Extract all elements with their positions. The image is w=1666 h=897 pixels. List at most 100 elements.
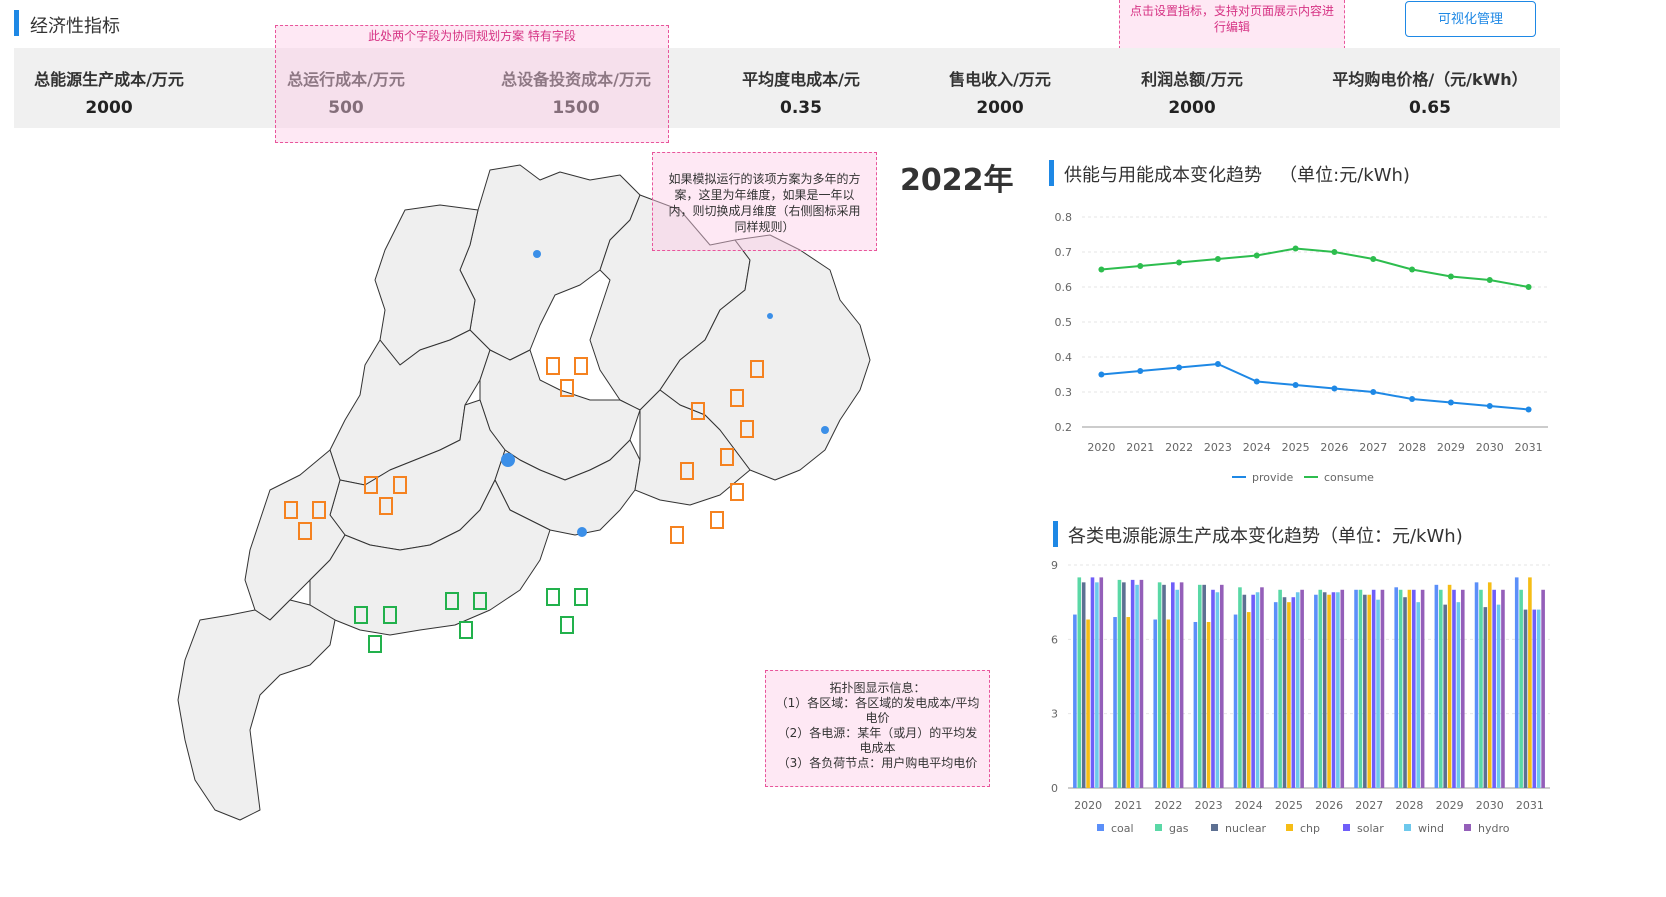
green-power-markers <box>354 588 588 653</box>
y-tick-label: 0.7 <box>1055 246 1073 259</box>
power-marker <box>574 357 588 375</box>
metric-value: 2000 <box>85 98 133 118</box>
data-point-provide <box>1098 371 1105 378</box>
load-node <box>767 313 773 319</box>
bar-hydro <box>1501 589 1505 788</box>
data-point-provide <box>1447 399 1454 406</box>
bar-chp <box>1367 594 1372 788</box>
bar-gas <box>1278 589 1282 788</box>
data-point-consume <box>1486 277 1493 283</box>
metric-label: 售电收入/万元 <box>949 70 1051 89</box>
bar-hydro <box>1340 589 1345 788</box>
legend-label-wind: wind <box>1418 822 1444 835</box>
legend-label-solar: solar <box>1357 822 1384 835</box>
visualization-manage-button[interactable]: 可视化管理 <box>1405 1 1536 37</box>
x-tick-label: 2030 <box>1476 441 1504 454</box>
x-tick-label: 2030 <box>1476 799 1504 812</box>
bar-gas <box>1318 589 1323 788</box>
power-marker <box>298 522 312 540</box>
series-line-consume <box>1101 247 1529 288</box>
bar-solar <box>1090 577 1095 788</box>
x-tick-label: 2025 <box>1282 441 1310 454</box>
power-marker <box>368 635 382 653</box>
bar-wind <box>1175 589 1180 788</box>
bar-solar <box>1211 589 1215 788</box>
data-point-provide <box>1292 382 1299 388</box>
bar-wind <box>1456 602 1461 788</box>
data-point-consume <box>1409 266 1416 273</box>
data-point-consume <box>1370 256 1377 262</box>
map-region-southeast <box>634 389 751 506</box>
bar-hydro <box>1219 584 1224 788</box>
bar-coal <box>1113 617 1117 788</box>
power-marker <box>691 402 705 420</box>
metric-value: 0.65 <box>1409 98 1451 118</box>
y-tick-label: 0.4 <box>1055 351 1073 364</box>
power-marker <box>312 501 326 519</box>
power-marker <box>710 511 724 529</box>
data-point-provide <box>1214 361 1221 367</box>
bar-nuclear <box>1443 604 1447 788</box>
legend-swatch-solar <box>1343 824 1350 831</box>
metric-value: 1500 <box>552 98 600 118</box>
data-point-provide <box>1486 403 1493 409</box>
load-node <box>533 250 541 258</box>
metric-total-energy-cost: 总能源生产成本/万元 2000 <box>14 48 204 128</box>
legend-label-hydro: hydro <box>1478 822 1510 835</box>
topo-note-line-3: （3）各负荷节点：用户购电平均电价 <box>777 756 978 770</box>
bar-chp <box>1086 619 1090 788</box>
bar-coal <box>1233 614 1238 788</box>
bar-wind <box>1416 602 1421 788</box>
page-title: 经济性指标 <box>30 16 120 37</box>
bar-nuclear <box>1081 582 1086 788</box>
x-tick-label: 2021 <box>1126 441 1154 454</box>
metric-label: 平均度电成本/元 <box>742 70 860 89</box>
bar-nuclear <box>1363 594 1367 788</box>
bar-solar <box>1251 594 1255 788</box>
settings-note: 点击设置指标，支持对页面展示内容进行编辑 <box>1119 0 1345 49</box>
cost-trend-line-chart: 0.2 0.3 0.4 0.5 0.6 0.7 0.8 2020 2021 2022 2023 202… <box>1055 211 1548 484</box>
legend-label-chp: chp <box>1300 822 1320 835</box>
load-node <box>501 453 515 467</box>
legend-label-provide: provide <box>1252 471 1294 484</box>
metric-value: 500 <box>328 98 364 118</box>
metric-avg-purchase-price: 平均购电价格/（元/kWh） 0.65 <box>1320 48 1540 128</box>
bar-coal <box>1434 584 1439 788</box>
metric-total-equipment-investment: 总设备投资成本/万元 1500 <box>486 48 666 128</box>
bar-wind <box>1255 592 1260 788</box>
bar-coal <box>1394 587 1399 788</box>
bar-hydro <box>1420 589 1425 788</box>
bar-solar <box>1291 597 1296 788</box>
topo-note-line-1: （1）各区域：各区域的发电成本/平均电价 <box>775 696 980 725</box>
bar-wind <box>1295 592 1300 788</box>
bar-solar <box>1371 589 1376 788</box>
x-tick-label: 2027 <box>1355 799 1383 812</box>
x-tick-label: 2021 <box>1114 799 1142 812</box>
legend-swatch-wind <box>1404 824 1411 831</box>
y-tick-label: 3 <box>1051 708 1058 721</box>
y-tick-label: 0.6 <box>1055 281 1073 294</box>
year-label[interactable]: 2022年 <box>900 163 1014 198</box>
legend-swatch-hydro <box>1464 824 1471 831</box>
metric-sales-revenue: 售电收入/万元 2000 <box>920 48 1080 128</box>
bar-hydro <box>1541 589 1545 788</box>
bar-nuclear <box>1282 597 1287 788</box>
bar-solar <box>1452 589 1456 788</box>
bar-wind <box>1336 592 1340 788</box>
bar-gas <box>1157 582 1162 788</box>
metric-label: 总能源生产成本/万元 <box>34 70 184 89</box>
bar-solar <box>1130 579 1135 788</box>
bar-wind <box>1215 592 1220 788</box>
bar-coal <box>1474 582 1479 788</box>
data-point-consume <box>1447 273 1454 280</box>
x-tick-label: 2026 <box>1315 799 1343 812</box>
region-map[interactable] <box>160 150 900 840</box>
metric-value: 2000 <box>1168 98 1216 118</box>
bar-nuclear <box>1162 584 1166 788</box>
bar-chp <box>1166 619 1171 788</box>
power-marker <box>720 448 734 466</box>
metric-label: 利润总额/万元 <box>1141 70 1243 89</box>
bar-coal <box>1073 614 1077 788</box>
x-tick-label: 2031 <box>1516 799 1544 812</box>
legend-swatch-chp <box>1286 824 1293 831</box>
